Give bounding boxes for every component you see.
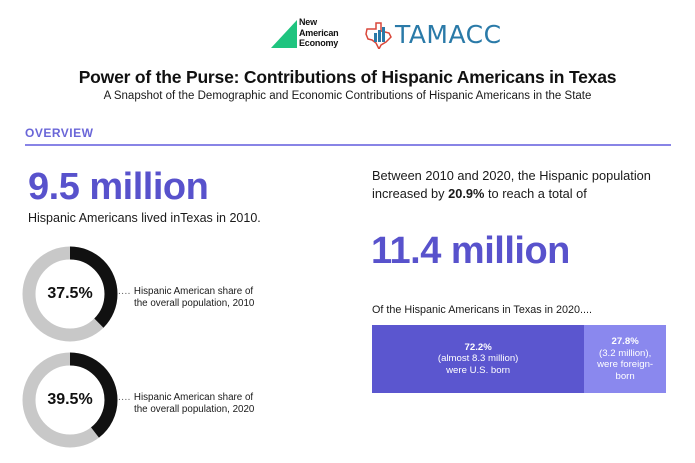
- share-2020-desc-line2: the overall population, 2020: [134, 404, 255, 415]
- foreign-born-text-2: born: [615, 370, 635, 382]
- nativity-bar: 72.2% (almost 8.3 million) were U.S. bor…: [372, 325, 666, 393]
- population-2010-stat: 9.5 million: [28, 166, 209, 208]
- nae-triangle-icon: [271, 20, 297, 48]
- foreign-born-pct: 27.8%: [611, 336, 639, 347]
- share-2020-donut: 39.5%: [22, 352, 118, 448]
- nae-word-2: American: [299, 27, 339, 38]
- tamacc-logo: TAMACC: [365, 20, 525, 52]
- page-title: Power of the Purse: Contributions of His…: [78, 67, 617, 87]
- growth-percentage: 20.9%: [448, 186, 485, 201]
- share-2020-value: 39.5%: [47, 391, 93, 408]
- donut-fill-arc: [22, 352, 118, 448]
- nae-wordmark: New American Economy: [299, 17, 339, 49]
- us-born-label: 72.2% (almost 8.3 million) were U.S. bor…: [438, 342, 519, 377]
- nativity-caption: Of the Hispanic Americans in Texas in 20…: [372, 304, 593, 316]
- foreign-born-text-1: were foreign-: [597, 359, 654, 370]
- texas-bars-icon: [365, 22, 392, 49]
- population-2010-caption: Hispanic Americans lived inTexas in 2010…: [28, 211, 261, 225]
- foreign-born-count: (3.2 million),: [599, 347, 652, 359]
- share-2020-description: .... Hispanic American share of the overa…: [118, 392, 254, 416]
- leader-dots: ....: [118, 392, 131, 403]
- new-american-economy-logo: New American Economy: [271, 16, 361, 52]
- foreign-born-segment: 27.8% (3.2 million), were foreign- born: [584, 325, 666, 393]
- growth-text-start: Between 2010 and 2020, the Hispanic popu…: [372, 168, 651, 201]
- share-2020-ring: [22, 352, 118, 448]
- population-2020-stat: 11.4 million: [371, 230, 570, 272]
- donut-fill-arc: [22, 246, 118, 342]
- section-heading-overview: OVERVIEW: [25, 126, 94, 140]
- logo-bar: New American Economy TAMACC: [0, 14, 695, 54]
- share-2010-desc-line1: Hispanic American share of: [133, 286, 254, 297]
- growth-text-end: to reach a total of: [484, 186, 587, 201]
- us-born-count: (almost 8.3 million): [437, 353, 519, 365]
- us-born-pct: 72.2%: [464, 341, 492, 353]
- tamacc-wordmark: TAMACC: [395, 20, 502, 49]
- share-2010-value: 37.5%: [47, 285, 93, 302]
- section-divider: [25, 144, 671, 146]
- share-2010-desc-line2: the overall population, 2010: [134, 298, 255, 309]
- page-subtitle: A Snapshot of the Demographic and Econom…: [103, 90, 592, 102]
- us-born-segment: 72.2% (almost 8.3 million) were U.S. bor…: [372, 325, 585, 393]
- foreign-born-label: 27.8% (3.2 million), were foreign- born: [597, 336, 653, 382]
- share-2010-donut: 37.5%: [22, 246, 118, 342]
- share-2010-description: .... Hispanic American share of the overa…: [118, 286, 254, 310]
- us-born-text: were U.S. born: [446, 364, 511, 376]
- nae-word-3: Economy: [299, 38, 339, 48]
- growth-statement: Between 2010 and 2020, the Hispanic popu…: [372, 167, 672, 203]
- nae-word-1: New: [299, 17, 317, 27]
- share-2020-desc-line1: Hispanic American share of: [133, 392, 254, 403]
- share-2010-ring: [22, 246, 118, 342]
- leader-dots: ....: [118, 286, 131, 297]
